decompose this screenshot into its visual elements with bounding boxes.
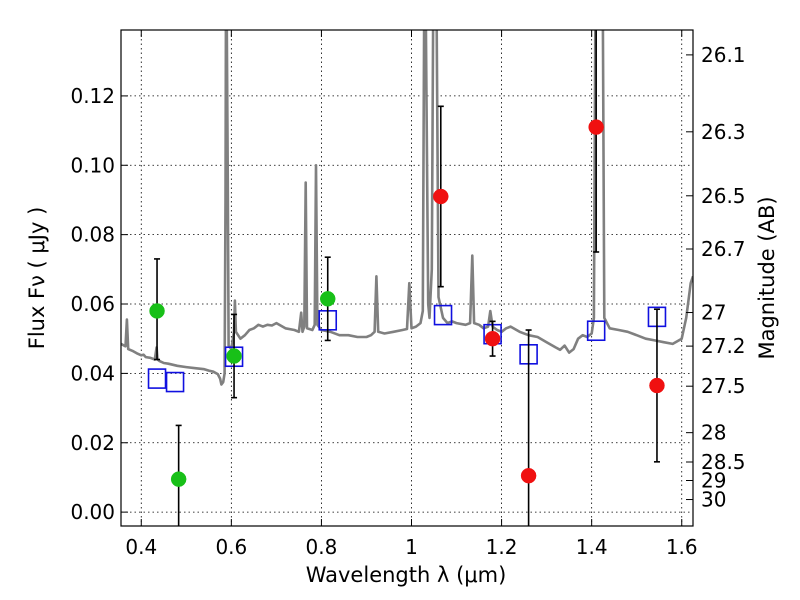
right-axis-label: Magnitude (AB) — [755, 196, 779, 359]
y-tick-label: 0.08 — [70, 223, 115, 247]
optical-data-point — [226, 348, 242, 364]
x-tick-label: 0.8 — [306, 535, 338, 559]
right-tick-label: 26.7 — [701, 237, 746, 261]
y-axis-ticks: 0.00 0.02 0.04 0.06 0.08 0.10 0.12 — [70, 84, 128, 524]
right-tick-label: 27.2 — [701, 334, 746, 358]
x-tick-label: 1.4 — [576, 535, 608, 559]
right-tick-label: 29 — [701, 468, 726, 492]
grid-lines — [121, 30, 693, 526]
y-tick-label: 0.12 — [70, 84, 115, 108]
x-tick-label: 1 — [405, 535, 418, 559]
y-tick-label: 0.04 — [70, 361, 115, 385]
y-tick-label: 0.10 — [70, 153, 115, 177]
model-band-square — [433, 304, 453, 326]
infrared-data-point — [520, 467, 537, 484]
right-tick-label: 26.5 — [701, 184, 746, 208]
x-axis-ticks: 0.4 0.6 0.8 1 1.2 1.4 1.6 — [125, 30, 698, 559]
infrared-data-point — [433, 188, 449, 205]
plot-frame — [120, 29, 694, 527]
model-band-square — [586, 320, 606, 342]
right-tick-label: 27 — [701, 301, 726, 325]
infrared-data-point — [588, 119, 604, 135]
y-axis-label: Flux Fν ( μJy ) — [25, 207, 49, 350]
x-tick-label: 1.2 — [486, 535, 518, 559]
right-tick-label: 27.5 — [701, 374, 746, 398]
x-tick-label: 1.6 — [666, 535, 698, 559]
right-tick-label: 26.1 — [701, 43, 746, 67]
model-band-square — [165, 371, 185, 393]
infrared-data-point — [649, 377, 665, 394]
model-band-square — [147, 368, 167, 389]
x-axis-label: Wavelength λ (μm) — [306, 563, 507, 587]
infrared-data-point — [484, 330, 501, 347]
right-tick-label: 26.3 — [701, 120, 746, 144]
x-tick-label: 0.4 — [125, 535, 157, 559]
y-tick-label: 0.00 — [70, 500, 115, 524]
optical-data-point — [170, 471, 187, 487]
optical-data-point — [149, 303, 165, 319]
optical-data-point — [319, 291, 336, 307]
right-tick-label: 28.5 — [701, 450, 746, 474]
right-tick-label: 28 — [701, 421, 726, 445]
plot-area — [121, 30, 693, 526]
model-spectrum-line — [121, 30, 693, 386]
y-tick-label: 0.06 — [70, 292, 115, 316]
y-tick-label: 0.02 — [70, 431, 115, 455]
x-tick-label: 0.6 — [215, 535, 247, 559]
right-tick-label: 30 — [701, 488, 726, 512]
